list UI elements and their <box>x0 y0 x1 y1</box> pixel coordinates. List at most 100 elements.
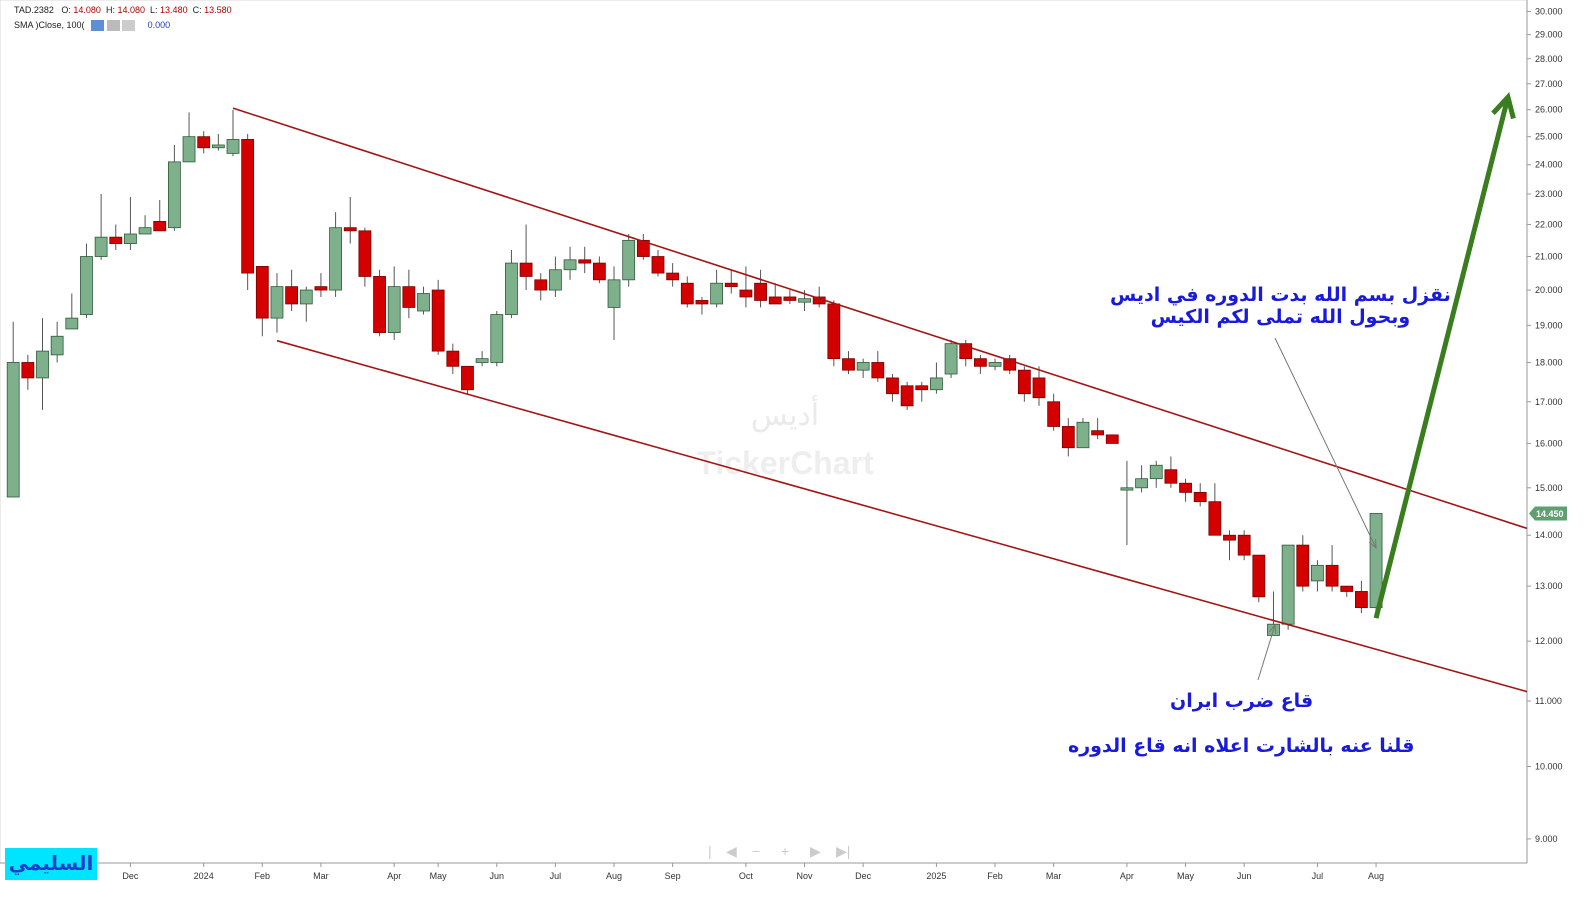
close-icon[interactable] <box>122 20 136 32</box>
x-tick-label: Aug <box>1368 871 1384 881</box>
annotation-line: وبحول الله تملى لكم الكيس <box>1150 306 1411 328</box>
candle-body <box>930 377 943 391</box>
candle-body <box>827 303 841 360</box>
candle-body <box>182 136 196 163</box>
x-tick-label: Apr <box>1120 871 1134 881</box>
candle-body <box>1032 377 1046 399</box>
watermark-arabic: أديس <box>751 395 819 433</box>
x-tick-label: Jun <box>1237 871 1252 881</box>
candle-body <box>255 266 269 319</box>
y-tick-label: 11.000 <box>1535 696 1562 706</box>
x-tick-label: May <box>430 871 448 881</box>
candle-body <box>387 286 401 333</box>
candle-body <box>519 262 533 277</box>
x-tick-label: Sep <box>665 871 681 881</box>
x-tick-label: Feb <box>255 871 271 881</box>
candle-body <box>563 259 577 271</box>
y-tick-label: 12.000 <box>1535 636 1563 646</box>
value: 13.480 <box>160 5 188 15</box>
candle-body <box>167 161 181 229</box>
candle-body <box>197 136 211 149</box>
y-tick-label: 26.000 <box>1535 105 1563 115</box>
candle-body <box>1120 487 1134 491</box>
y-tick-label: 19.000 <box>1535 320 1563 330</box>
x-tick-label: Mar <box>1046 871 1062 881</box>
x-tick-label: Jul <box>1312 871 1324 881</box>
y-tick-label: 13.000 <box>1535 581 1563 591</box>
x-tick-label: Dec <box>855 871 872 881</box>
candle-body <box>1311 564 1324 582</box>
label: H: <box>105 5 115 15</box>
candle-body <box>871 362 885 379</box>
y-tick-label: 10.000 <box>1535 761 1563 771</box>
x-tick-label: Mar <box>313 871 329 881</box>
candle-body <box>358 230 372 277</box>
y-tick-label: 27.000 <box>1535 79 1563 89</box>
candle-body <box>783 296 797 301</box>
candle-body <box>1252 554 1266 598</box>
candle-body <box>329 227 342 291</box>
candle-body <box>915 385 929 391</box>
candle-body <box>636 239 650 257</box>
svg-text:−: − <box>752 843 760 859</box>
candle-body <box>578 259 592 264</box>
candle-body <box>1325 564 1339 587</box>
candle-body <box>1179 482 1192 493</box>
label: C: <box>192 5 202 15</box>
value: 14.080 <box>117 5 145 15</box>
candle-body <box>988 362 1002 367</box>
candle-body <box>1193 491 1207 503</box>
indicator: SMA )Close, 100( <box>14 20 85 30</box>
candle-body <box>1003 358 1017 371</box>
candle-body <box>490 314 504 363</box>
candle-body <box>505 262 518 315</box>
y-tick-label: 22.000 <box>1535 220 1563 230</box>
svg-text:◀: ◀ <box>726 843 737 859</box>
candle-body <box>534 279 548 291</box>
candle-body <box>549 269 562 291</box>
candle-body <box>592 262 606 281</box>
pointer-head <box>1368 538 1377 550</box>
y-tick-label: 20.000 <box>1535 285 1563 295</box>
pointer-arrow <box>1274 337 1377 549</box>
y-tick-label: 18.000 <box>1535 357 1563 367</box>
candle-body <box>666 272 680 281</box>
last-price-tag <box>1529 506 1567 521</box>
candle-body <box>446 350 460 367</box>
candle-body <box>314 286 328 291</box>
candle-body <box>680 282 694 305</box>
y-tick-label: 14.000 <box>1535 530 1563 540</box>
x-tick-label: Jul <box>550 871 562 881</box>
nav-controls[interactable]: | ◀ − + ▶ ▶| <box>708 843 850 859</box>
candle-body <box>431 289 445 352</box>
pointer-head <box>1268 623 1277 635</box>
annotation: نقزل بسم الله بدت الدوره في اديس وبحول ا… <box>1110 284 1451 328</box>
candle-body <box>1076 421 1090 449</box>
annotation-line: قاع ضرب ايران <box>1170 690 1314 712</box>
value: 14.080 <box>73 5 101 15</box>
candle-body <box>417 293 430 312</box>
candle-body <box>402 286 416 308</box>
candle-body <box>1149 464 1163 480</box>
candle-body <box>724 282 738 288</box>
y-tick-label: 15.000 <box>1535 483 1563 493</box>
visibility-icon[interactable] <box>91 20 105 32</box>
candle-body <box>299 289 313 305</box>
candle-body <box>1091 430 1105 436</box>
candle-body <box>900 385 914 407</box>
last-price-label: 14.450 <box>1536 509 1564 519</box>
x-tick-label: Jun <box>490 871 505 881</box>
candle-body <box>343 227 357 232</box>
arrow-head <box>1491 92 1516 120</box>
settings-icon[interactable] <box>106 20 120 32</box>
candle-body <box>21 362 35 379</box>
trend-line <box>232 107 1528 530</box>
candle-body <box>798 298 811 303</box>
candle-body <box>842 358 855 371</box>
candle-body <box>1281 544 1295 625</box>
candle-body <box>1105 434 1119 444</box>
ohlc-header: TAD.2382 O: 14.080 H: 14.080 L: 13.480 C… <box>14 5 232 15</box>
candle-body <box>461 365 474 391</box>
y-tick-label: 25.000 <box>1535 132 1563 142</box>
